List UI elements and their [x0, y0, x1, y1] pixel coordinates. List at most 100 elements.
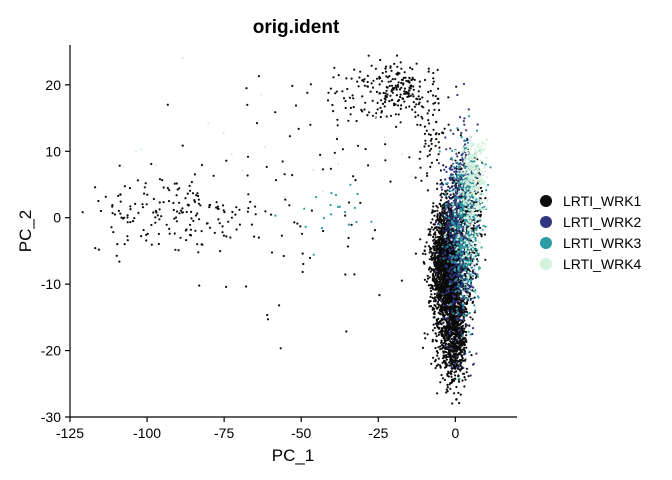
data-point: [447, 370, 450, 373]
data-point: [172, 208, 175, 212]
data-point: [434, 260, 437, 263]
data-point: [435, 335, 438, 338]
data-point: [434, 95, 437, 98]
data-point: [455, 355, 458, 358]
data-point: [443, 350, 446, 353]
data-point: [438, 240, 441, 243]
data-point: [462, 372, 466, 375]
data-point: [384, 92, 387, 95]
data-point: [94, 247, 97, 250]
data-point: [197, 194, 200, 198]
data-point: [363, 78, 366, 81]
data-point: [421, 117, 424, 120]
data-point: [450, 366, 453, 369]
data-point: [423, 125, 426, 128]
data-point: [479, 210, 482, 213]
data-point: [404, 90, 408, 93]
data-point: [342, 97, 346, 100]
data-point: [468, 324, 471, 327]
data-point: [434, 296, 437, 299]
data-point: [146, 232, 149, 235]
data-point: [396, 65, 399, 68]
data-point: [175, 220, 178, 223]
data-point: [431, 273, 434, 276]
data-point: [175, 182, 178, 185]
data-point: [463, 279, 467, 282]
data-point: [329, 87, 332, 90]
data-point: [449, 340, 452, 343]
data-point: [441, 208, 444, 211]
data-point: [429, 89, 432, 93]
data-point: [426, 274, 429, 277]
data-point: [446, 316, 450, 319]
data-point: [427, 268, 431, 271]
data-point: [380, 111, 383, 114]
data-point: [437, 102, 440, 105]
data-point: [432, 102, 435, 105]
data-point: [452, 277, 455, 280]
data-point: [433, 210, 437, 213]
data-point: [463, 376, 466, 379]
data-point: [453, 347, 456, 350]
data-point: [431, 329, 435, 332]
data-point: [449, 223, 453, 226]
data-point: [216, 207, 219, 210]
data-point: [435, 283, 439, 286]
data-point: [386, 93, 389, 96]
data-point: [443, 300, 446, 303]
data-point: [437, 273, 440, 276]
data-point: [274, 179, 278, 182]
data-point: [463, 346, 466, 349]
data-point: [265, 165, 268, 168]
data-point: [254, 205, 257, 208]
data-point: [440, 284, 443, 287]
data-point: [453, 170, 456, 173]
data-point: [301, 252, 304, 255]
data-point: [191, 192, 195, 195]
data-point: [448, 187, 452, 190]
data-point: [475, 263, 478, 266]
data-point: [456, 309, 459, 312]
data-point: [194, 229, 197, 232]
data-point: [81, 211, 84, 214]
data-point: [431, 340, 434, 343]
data-point: [422, 106, 425, 109]
data-point: [398, 88, 402, 91]
data-point: [447, 224, 450, 227]
data-point: [387, 80, 390, 83]
data-point: [418, 80, 421, 83]
data-point: [468, 292, 471, 295]
data-point: [452, 340, 456, 343]
data-point: [359, 201, 362, 204]
data-point: [353, 68, 356, 71]
data-point: [370, 82, 373, 85]
data-point: [378, 75, 381, 78]
data-point: [196, 212, 199, 215]
data-point: [427, 245, 431, 248]
data-point: [173, 232, 176, 235]
data-point: [434, 300, 437, 303]
data-point: [189, 189, 192, 192]
data-point: [326, 99, 330, 102]
data-point: [433, 214, 436, 217]
data-point: [385, 89, 388, 92]
data-point: [123, 243, 126, 246]
data-point: [452, 188, 455, 191]
data-point: [394, 84, 398, 87]
data-point: [441, 206, 444, 209]
data-point: [469, 278, 473, 282]
data-point: [454, 219, 457, 222]
data-point: [379, 106, 382, 109]
data-point: [429, 233, 432, 237]
data-point: [333, 66, 336, 69]
data-point: [451, 337, 454, 340]
data-point: [465, 346, 468, 349]
data-point: [288, 135, 291, 138]
data-point: [423, 78, 427, 82]
data-point: [421, 252, 425, 255]
data-point: [230, 216, 233, 219]
data-point: [455, 364, 458, 367]
data-point: [296, 222, 299, 225]
data-point: [458, 250, 461, 253]
